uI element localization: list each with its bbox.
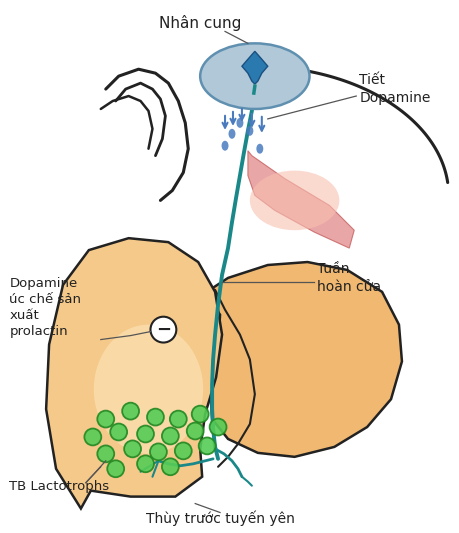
Circle shape (198, 438, 215, 454)
Text: −: − (156, 321, 171, 338)
Circle shape (137, 425, 154, 442)
Polygon shape (46, 238, 222, 508)
Text: Tuần
hoàn cửa: Tuần hoàn cửa (317, 262, 381, 294)
Polygon shape (202, 262, 401, 457)
Circle shape (191, 406, 208, 423)
Circle shape (122, 402, 139, 419)
Ellipse shape (221, 141, 228, 151)
Circle shape (186, 423, 203, 439)
Circle shape (150, 317, 176, 343)
Ellipse shape (94, 325, 203, 454)
Circle shape (137, 455, 154, 472)
Circle shape (124, 440, 141, 457)
Ellipse shape (228, 129, 235, 139)
Text: Nhân cung: Nhân cung (159, 15, 241, 31)
Polygon shape (241, 51, 267, 84)
Circle shape (97, 446, 114, 462)
Circle shape (162, 458, 179, 475)
Circle shape (169, 410, 186, 427)
Ellipse shape (200, 43, 309, 109)
Text: Thùy trước tuyến yên: Thùy trước tuyến yên (146, 511, 294, 526)
Ellipse shape (246, 126, 253, 136)
Circle shape (110, 424, 127, 440)
Text: Tiết
Dopamine: Tiết Dopamine (358, 73, 430, 106)
Ellipse shape (236, 118, 243, 128)
Text: Dopamine
úc chế sản
xuất
prolactin: Dopamine úc chế sản xuất prolactin (9, 277, 81, 338)
Circle shape (150, 443, 167, 461)
Circle shape (209, 418, 226, 435)
Circle shape (107, 461, 124, 477)
Text: TB Lactotrophs: TB Lactotrophs (9, 480, 109, 493)
Circle shape (147, 409, 163, 425)
Circle shape (162, 427, 179, 445)
Circle shape (84, 429, 101, 446)
Ellipse shape (249, 171, 339, 230)
Ellipse shape (256, 144, 263, 154)
Polygon shape (247, 151, 353, 248)
Circle shape (174, 442, 191, 459)
Circle shape (97, 410, 114, 427)
